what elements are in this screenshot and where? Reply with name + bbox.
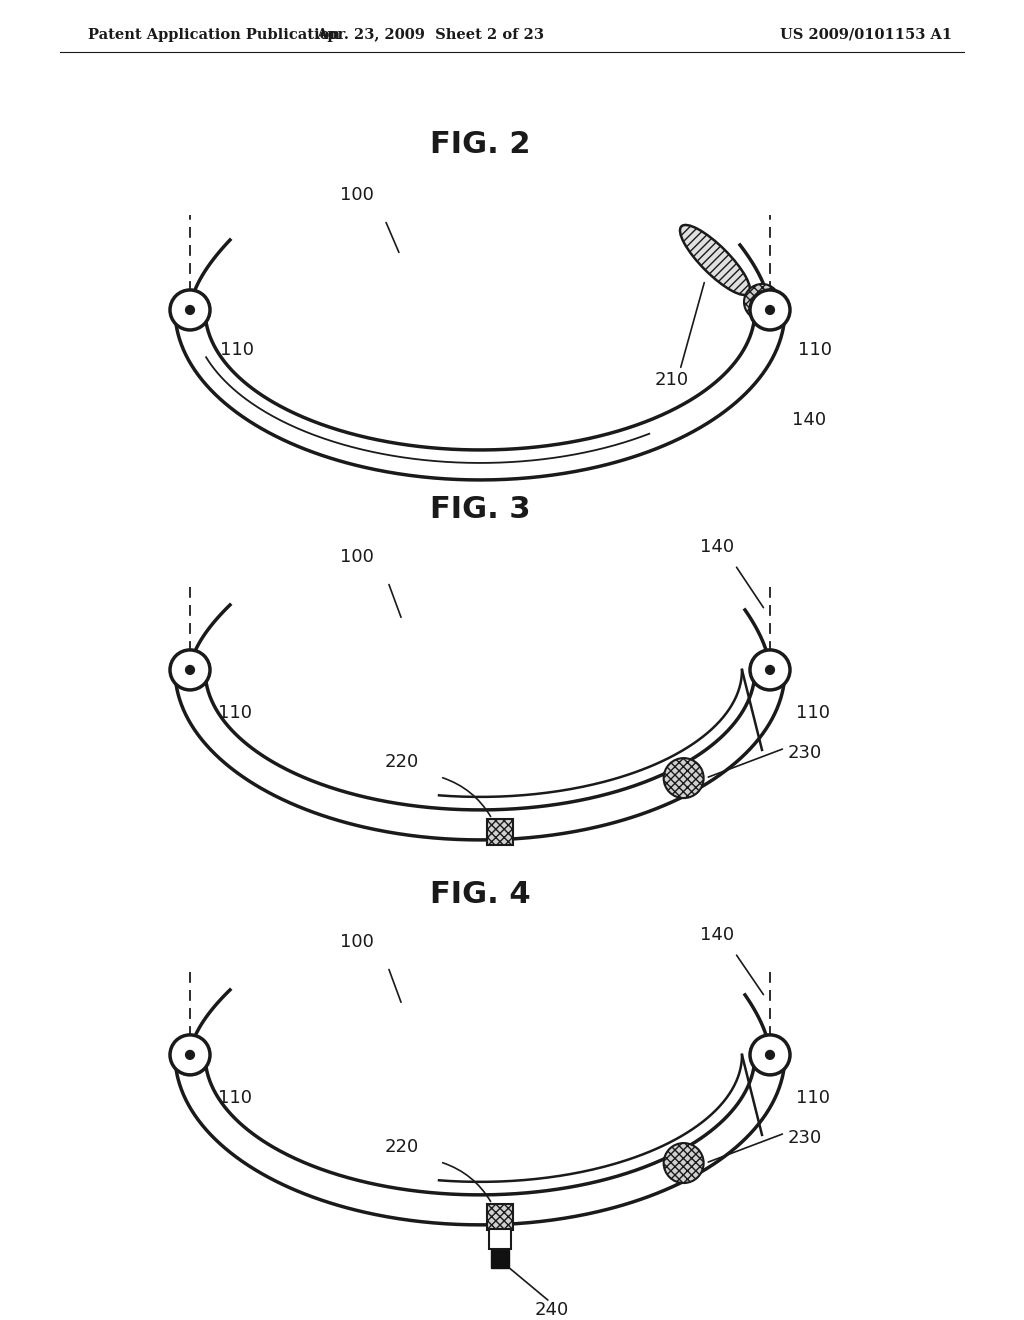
Circle shape — [185, 1051, 195, 1059]
Circle shape — [750, 290, 790, 330]
Circle shape — [766, 305, 774, 314]
Text: 110: 110 — [796, 704, 830, 722]
Text: 110: 110 — [220, 341, 254, 359]
Circle shape — [750, 649, 790, 690]
Circle shape — [766, 1051, 774, 1059]
Text: 230: 230 — [788, 744, 822, 762]
Text: US 2009/0101153 A1: US 2009/0101153 A1 — [780, 28, 952, 42]
Text: FIG. 2: FIG. 2 — [430, 131, 530, 160]
Bar — [489, 1229, 511, 1249]
Circle shape — [664, 1143, 703, 1183]
Text: 100: 100 — [340, 933, 374, 950]
Text: 210: 210 — [655, 371, 689, 389]
Bar — [487, 818, 513, 845]
Text: 230: 230 — [788, 1129, 822, 1147]
Bar — [487, 1204, 513, 1230]
Circle shape — [766, 665, 774, 675]
Ellipse shape — [680, 224, 750, 294]
Circle shape — [170, 290, 210, 330]
Text: 220: 220 — [385, 1138, 419, 1156]
Bar — [490, 1250, 509, 1267]
Circle shape — [744, 284, 780, 319]
Text: 140: 140 — [700, 539, 734, 556]
Circle shape — [185, 665, 195, 675]
Text: 220: 220 — [385, 752, 419, 771]
Text: 140: 140 — [700, 925, 734, 944]
Circle shape — [664, 758, 703, 799]
Text: FIG. 3: FIG. 3 — [430, 495, 530, 524]
Circle shape — [185, 305, 195, 314]
Text: 100: 100 — [340, 186, 374, 205]
Text: 110: 110 — [218, 1089, 252, 1107]
Text: 240: 240 — [535, 1300, 569, 1319]
Text: 140: 140 — [792, 411, 826, 429]
Circle shape — [750, 1035, 790, 1074]
Circle shape — [170, 649, 210, 690]
Circle shape — [170, 1035, 210, 1074]
Text: 110: 110 — [798, 341, 831, 359]
Text: 100: 100 — [340, 548, 374, 566]
Text: 110: 110 — [218, 704, 252, 722]
Text: Patent Application Publication: Patent Application Publication — [88, 28, 340, 42]
Text: FIG. 4: FIG. 4 — [430, 880, 530, 909]
Text: Apr. 23, 2009  Sheet 2 of 23: Apr. 23, 2009 Sheet 2 of 23 — [316, 28, 544, 42]
Text: 110: 110 — [796, 1089, 830, 1107]
